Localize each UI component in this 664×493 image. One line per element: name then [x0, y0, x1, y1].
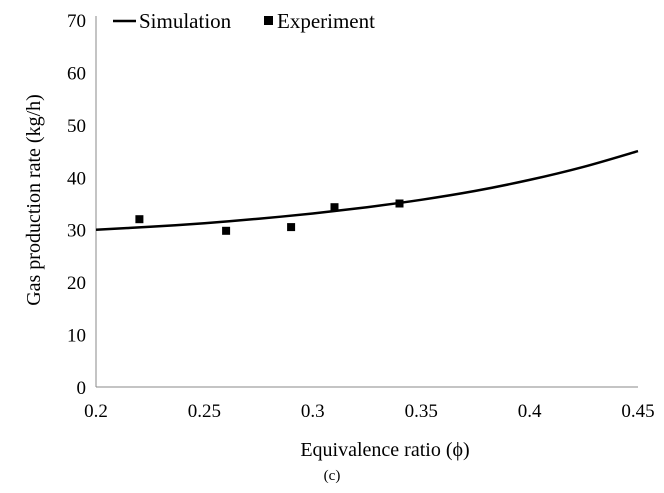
y-tick-label: 10 [67, 326, 86, 347]
legend: Simulation Experiment [113, 9, 375, 33]
x-tick-label: 0.45 [621, 401, 654, 422]
x-tick-label: 0.25 [188, 401, 221, 422]
y-axis-title: Gas production rate (kg/h) [23, 94, 45, 306]
figure-caption: (c) [324, 468, 341, 484]
experiment-point [135, 215, 144, 224]
legend-label-simulation: Simulation [139, 9, 232, 33]
x-tick-label: 0.4 [518, 401, 542, 422]
y-tick-label: 0 [77, 378, 87, 399]
y-tick-label: 60 [67, 63, 86, 84]
y-tick-labels: 0 10 20 30 40 50 60 70 [67, 11, 86, 399]
experiment-point [395, 199, 404, 208]
x-tick-label: 0.2 [84, 401, 108, 422]
series-line-simulation [95, 149, 639, 231]
y-tick-label: 50 [67, 116, 86, 137]
x-tick-labels: 0.2 0.25 0.3 0.35 0.4 0.45 [84, 401, 655, 422]
experiment-point [287, 223, 296, 232]
experiment-point [222, 226, 231, 235]
series-points-experiment [135, 199, 404, 235]
y-tick-label: 30 [67, 221, 86, 242]
y-tick-label: 40 [67, 168, 86, 189]
legend-marker-experiment [264, 16, 273, 25]
y-tick-label: 20 [67, 273, 86, 294]
x-tick-label: 0.35 [405, 401, 438, 422]
legend-label-experiment: Experiment [277, 9, 375, 33]
x-axis-title: Equivalence ratio (ϕ) [300, 439, 469, 461]
x-tick-label: 0.3 [301, 401, 325, 422]
y-tick-label: 70 [67, 11, 86, 32]
experiment-point [330, 203, 339, 212]
